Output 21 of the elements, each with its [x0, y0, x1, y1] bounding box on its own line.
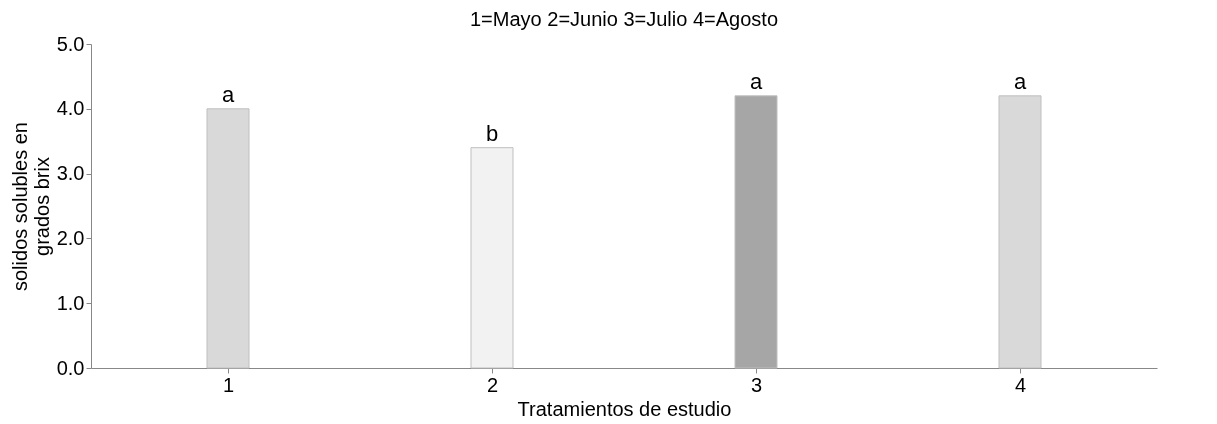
y-axis-title: solidos solubles en grados brix: [8, 122, 53, 291]
annotation: a: [1013, 68, 1027, 94]
annotation: b: [485, 120, 499, 146]
y-tick-label: 5.0: [56, 32, 85, 55]
x-tick-label: 4: [1014, 373, 1027, 396]
bar: [998, 95, 1042, 369]
y-tick-label: 1.0: [56, 291, 85, 314]
annotation: a: [749, 68, 763, 94]
x-tick-label: 2: [486, 373, 499, 396]
x-tick-label: 3: [750, 373, 763, 396]
y-tick-label: 4.0: [56, 97, 85, 120]
chart-title: 1=Mayo 2=Junio 3=Julio 4=Agosto: [470, 8, 778, 30]
x-tick-label: 1: [222, 373, 235, 396]
y-tick-label: 3.0: [56, 162, 85, 185]
y-tick-label: 2.0: [56, 226, 85, 249]
bar: [734, 95, 778, 369]
x-axis-title: Tratamientos de estudio: [517, 397, 732, 420]
bar: [206, 108, 250, 369]
y-tick-label: 0.0: [56, 356, 85, 379]
annotation: a: [221, 81, 235, 107]
bar: [470, 147, 514, 369]
